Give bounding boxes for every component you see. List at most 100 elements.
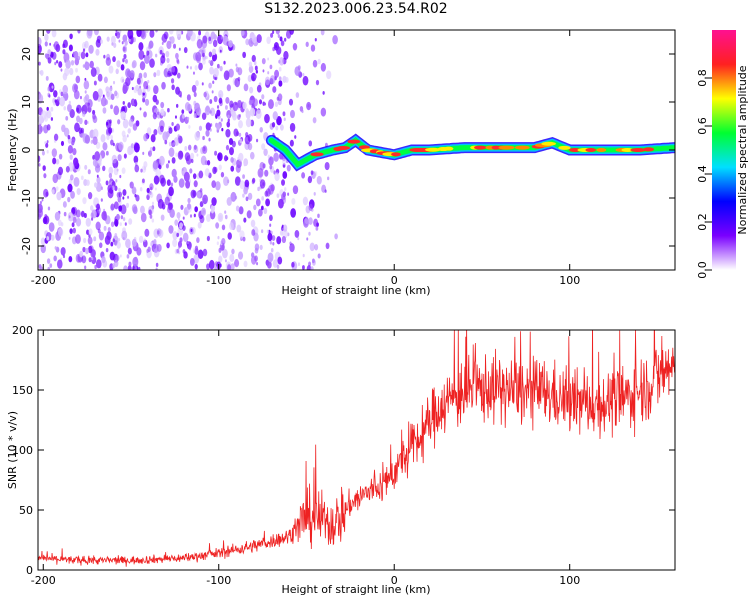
noise-speckle <box>320 62 327 72</box>
noise-speckle <box>313 192 316 196</box>
noise-speckle <box>245 118 252 128</box>
noise-speckle <box>73 157 79 167</box>
noise-speckle <box>234 195 238 200</box>
noise-speckle <box>154 187 157 191</box>
noise-speckle <box>277 256 283 265</box>
noise-speckle <box>334 233 338 240</box>
noise-speckle <box>271 122 276 128</box>
spectrogram-x-tick-label: 100 <box>559 274 580 287</box>
noise-speckle <box>75 67 78 73</box>
noise-speckle <box>73 89 80 100</box>
noise-speckle <box>90 67 97 78</box>
noise-speckle <box>114 32 118 37</box>
noise-speckle <box>57 219 62 227</box>
spectrogram-y-label: Frequency (Hz) <box>6 109 19 192</box>
noise-speckle <box>153 238 157 245</box>
noise-speckle <box>170 182 174 187</box>
noise-speckle <box>114 233 118 238</box>
noise-speckle <box>78 51 81 56</box>
noise-speckle <box>59 96 66 107</box>
noise-speckle <box>282 111 286 117</box>
noise-speckle <box>202 58 206 65</box>
noise-speckle <box>195 80 199 87</box>
noise-speckle <box>46 140 49 144</box>
noise-speckle <box>153 128 158 136</box>
noise-speckle <box>86 30 93 39</box>
noise-speckle <box>105 57 112 66</box>
noise-speckle <box>255 69 258 74</box>
spectrogram-x-ticks: -200 -100 0 100 <box>31 30 580 287</box>
noise-speckle <box>175 52 179 60</box>
noise-speckle <box>315 226 319 231</box>
noise-speckle <box>287 192 290 196</box>
noise-speckle <box>235 63 238 67</box>
noise-speckle <box>206 235 210 242</box>
noise-speckle <box>201 112 207 120</box>
noise-speckle <box>173 137 180 146</box>
noise-speckle <box>169 189 173 195</box>
noise-speckle <box>248 61 253 68</box>
noise-speckle <box>155 53 158 58</box>
noise-speckle <box>122 84 128 94</box>
noise-speckle <box>114 221 119 227</box>
noise-speckle <box>150 241 153 247</box>
snr-x-ticks: -200 -100 0 100 <box>31 330 580 587</box>
noise-speckle <box>53 101 56 106</box>
noise-speckle <box>244 179 250 188</box>
noise-speckle <box>198 125 203 131</box>
noise-speckle <box>132 123 138 131</box>
noise-speckle <box>43 173 47 179</box>
noise-speckle <box>297 237 300 241</box>
noise-speckle <box>313 218 319 227</box>
noise-speckle <box>267 154 270 159</box>
noise-speckle <box>80 210 85 218</box>
noise-speckle <box>170 78 175 84</box>
noise-speckle <box>83 80 90 90</box>
noise-speckle <box>106 134 110 141</box>
noise-speckle <box>182 225 186 231</box>
noise-speckle <box>272 259 278 268</box>
noise-speckle <box>332 34 338 45</box>
noise-speckle <box>108 166 114 175</box>
noise-speckle <box>261 196 265 201</box>
noise-speckle <box>309 242 315 252</box>
noise-speckle <box>144 98 150 106</box>
noise-speckle <box>152 146 156 152</box>
noise-speckle <box>243 162 246 167</box>
noise-speckle <box>267 57 270 61</box>
noise-speckle <box>168 225 174 234</box>
noise-speckle <box>308 217 313 225</box>
noise-speckle <box>113 105 120 116</box>
noise-speckle <box>110 221 115 228</box>
noise-speckle <box>237 99 243 109</box>
noise-speckle <box>46 106 49 111</box>
noise-speckle <box>41 150 45 156</box>
noise-speckle <box>146 127 152 135</box>
noise-speckle <box>142 178 145 184</box>
noise-speckle <box>216 109 221 117</box>
noise-speckle <box>193 113 197 119</box>
noise-speckle <box>42 165 46 171</box>
noise-speckle <box>211 90 214 94</box>
noise-speckle <box>178 178 185 188</box>
noise-speckle <box>176 59 180 65</box>
noise-speckle <box>276 116 282 126</box>
snr-x-tick-label: -200 <box>31 574 56 587</box>
noise-speckle <box>289 30 294 35</box>
noise-speckle <box>97 88 103 98</box>
noise-speckle <box>42 216 48 225</box>
noise-speckle <box>146 85 149 90</box>
noise-speckle <box>133 155 139 164</box>
noise-speckle <box>109 119 112 124</box>
noise-speckle <box>161 52 166 58</box>
noise-speckle <box>62 49 66 55</box>
noise-speckle <box>111 42 114 46</box>
noise-speckle <box>257 186 260 192</box>
noise-speckle <box>274 69 280 78</box>
noise-speckle <box>171 168 177 178</box>
noise-speckle <box>69 174 74 181</box>
noise-speckle <box>103 214 107 221</box>
noise-speckle <box>187 241 190 245</box>
noise-speckle <box>168 30 174 35</box>
noise-speckle <box>208 82 212 89</box>
